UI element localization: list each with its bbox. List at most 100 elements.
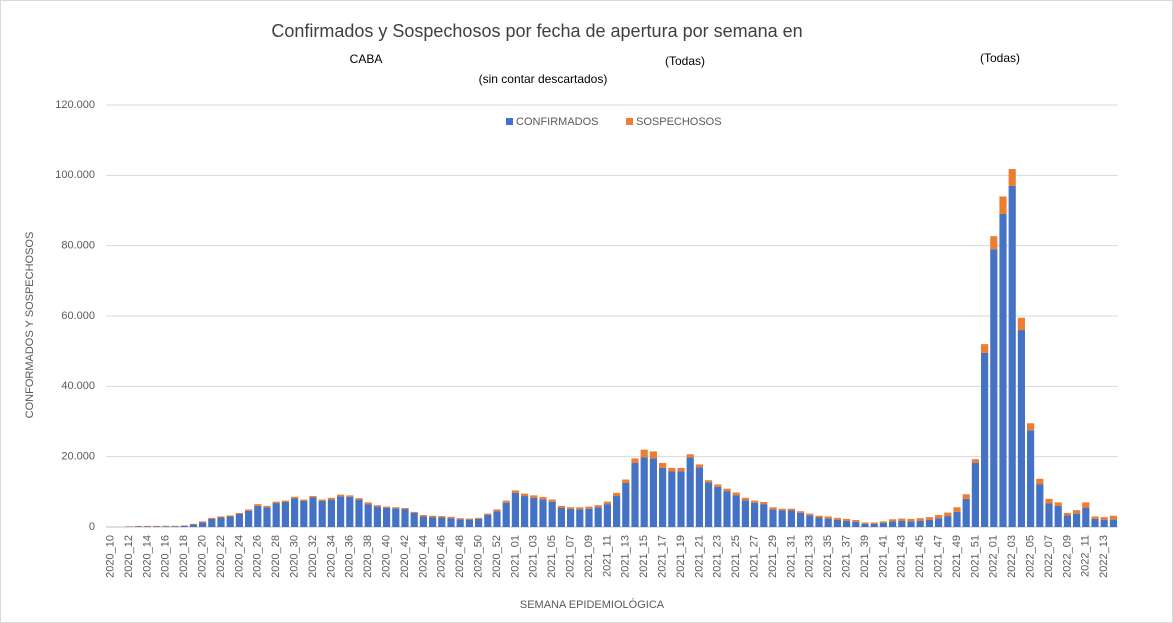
bar-segment xyxy=(410,511,418,513)
bar-segment xyxy=(281,502,289,527)
legend-swatch xyxy=(506,118,513,125)
bar-segment xyxy=(714,484,722,487)
bar-segment xyxy=(668,467,676,472)
bar-segment xyxy=(695,464,703,468)
bar-segment xyxy=(1027,423,1035,431)
y-tick-label: 60.000 xyxy=(61,310,95,322)
bar-segment xyxy=(447,516,455,519)
bar-segment xyxy=(567,509,575,527)
bar-segment xyxy=(843,518,851,522)
bar-segment xyxy=(833,517,841,520)
x-tick-label: 2021_11 xyxy=(601,535,613,577)
bar-segment xyxy=(143,525,151,527)
bar-segment xyxy=(879,522,887,527)
bar-segment xyxy=(1073,513,1081,527)
bar-segment xyxy=(815,515,823,518)
bar-segment xyxy=(677,467,685,472)
bar-segment xyxy=(971,459,979,463)
x-tick-label: 2021_25 xyxy=(730,535,742,578)
bar-segment xyxy=(419,516,427,527)
bar-segment xyxy=(1045,498,1053,504)
bar-segment xyxy=(613,496,621,527)
bar-segment xyxy=(649,458,657,527)
bar-segment xyxy=(180,525,188,526)
bar-segment xyxy=(889,521,897,527)
bar-segment xyxy=(438,516,446,518)
bar-segment xyxy=(990,236,998,250)
x-tick-label: 2022_03 xyxy=(1006,535,1018,578)
bar-segment xyxy=(263,505,271,508)
x-tick-label: 2021_21 xyxy=(693,535,705,578)
bar-segment xyxy=(373,506,381,527)
bar-segment xyxy=(383,507,391,527)
x-tick-label: 2020_38 xyxy=(362,535,374,578)
x-tick-label: 2020_22 xyxy=(215,535,227,578)
bar-segment xyxy=(640,457,648,527)
annotation: (Todas) xyxy=(665,54,705,68)
bar-segment xyxy=(962,498,970,527)
x-tick-label: 2021_51 xyxy=(969,535,981,578)
x-tick-label: 2020_34 xyxy=(325,535,337,578)
bar-segment xyxy=(337,494,345,497)
bar-segment xyxy=(1063,512,1071,516)
bar-segment xyxy=(143,526,151,527)
bar-segment xyxy=(1100,519,1108,527)
x-tick-label: 2021_49 xyxy=(951,535,963,578)
bar-segment xyxy=(778,508,786,511)
bar-segment xyxy=(603,501,611,505)
x-tick-label: 2021_23 xyxy=(712,535,724,578)
y-axis-label: CONFORMADOS Y SOSPECHOSOS xyxy=(24,232,36,419)
x-tick-label: 2021_19 xyxy=(675,535,687,578)
bar-segment xyxy=(208,518,216,527)
x-tick-label: 2020_16 xyxy=(160,535,172,578)
x-tick-label: 2020_52 xyxy=(491,535,503,578)
bar-segment xyxy=(355,499,363,527)
bar-segment xyxy=(521,496,529,527)
bar-segment xyxy=(539,499,547,527)
y-tick-label: 100.000 xyxy=(55,169,95,181)
bar-segment xyxy=(465,518,473,520)
bar-segment xyxy=(760,504,768,527)
bar-segment xyxy=(714,486,722,527)
bar-segment xyxy=(999,196,1007,215)
bar-segment xyxy=(318,500,326,527)
x-axis-label: SEMANA EPIDEMIOLÓGICA xyxy=(520,598,665,611)
bar-segment xyxy=(760,502,768,505)
bar-segment xyxy=(530,495,538,498)
subtitle: (sin contar descartados) xyxy=(479,72,608,86)
bar-segment xyxy=(576,509,584,527)
x-tick-label: 2021_39 xyxy=(859,535,871,578)
x-tick-label: 2022_09 xyxy=(1061,535,1073,578)
bar-segment xyxy=(1082,502,1090,509)
bar-segment xyxy=(1008,185,1016,527)
x-tick-label: 2021_05 xyxy=(546,535,558,578)
bar-segment xyxy=(594,507,602,527)
bar-segment xyxy=(392,507,400,509)
bar-segment xyxy=(1036,478,1044,485)
bar-segment xyxy=(493,511,501,527)
bar-segment xyxy=(272,501,280,504)
x-tick-label: 2021_03 xyxy=(528,535,540,578)
x-tick-label: 2020_36 xyxy=(344,535,356,578)
bar-segment xyxy=(723,488,731,492)
bar-segment xyxy=(189,524,197,527)
bar-segment xyxy=(346,495,354,497)
x-tick-label: 2021_29 xyxy=(767,535,779,578)
bar-segment xyxy=(263,507,271,527)
bar-segment xyxy=(935,518,943,527)
bar-segment xyxy=(732,492,740,496)
bar-segment xyxy=(291,496,299,499)
bar-segment xyxy=(291,498,299,527)
bar-segment xyxy=(226,515,234,517)
bar-segment xyxy=(254,505,262,527)
bar-segment xyxy=(318,499,326,501)
bar-segment xyxy=(953,507,961,512)
x-tick-label: 2021_47 xyxy=(933,535,945,578)
x-tick-label: 2020_50 xyxy=(473,535,485,578)
bar-segment xyxy=(576,507,584,510)
bar-segment xyxy=(1054,502,1062,506)
bar-segment xyxy=(272,503,280,527)
bar-segment xyxy=(953,511,961,527)
bar-segment xyxy=(1082,508,1090,527)
x-tick-label: 2022_13 xyxy=(1098,535,1110,578)
